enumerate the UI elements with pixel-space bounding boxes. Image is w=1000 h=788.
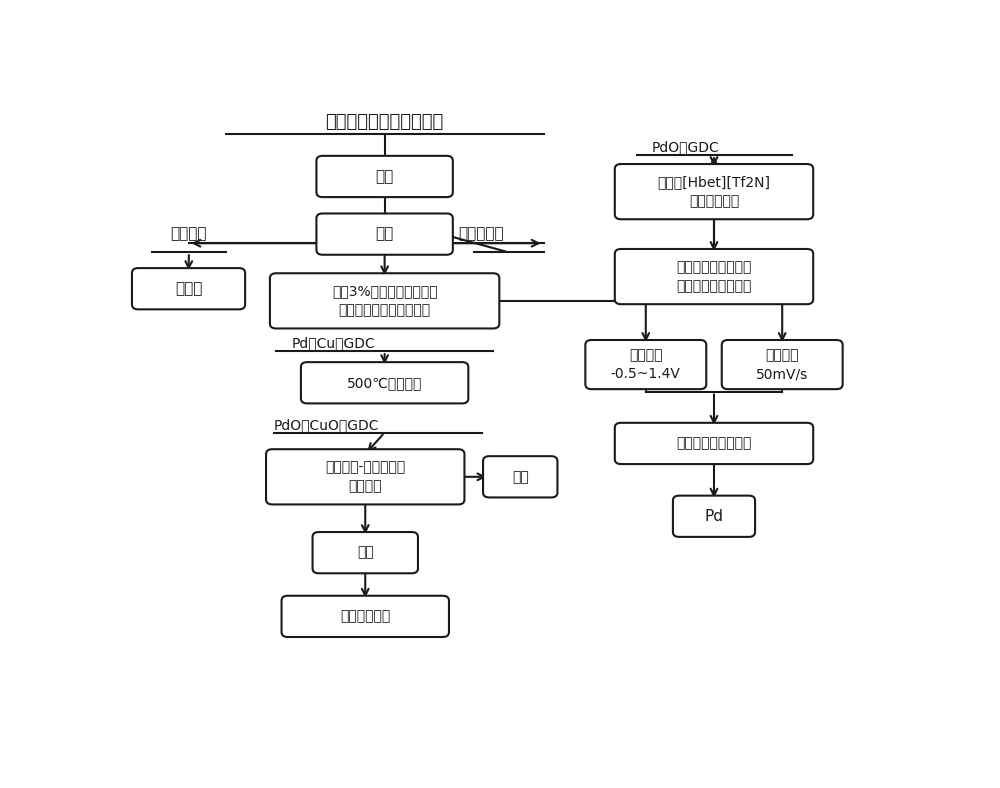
FancyBboxPatch shape xyxy=(483,456,557,497)
Text: Pd、Cu、GDC: Pd、Cu、GDC xyxy=(292,336,375,351)
FancyBboxPatch shape xyxy=(722,340,843,389)
Text: 过滤，[Hbet][Tf2N]
离子液体浸泡: 过滤，[Hbet][Tf2N] 离子液体浸泡 xyxy=(658,175,770,208)
Text: Pd: Pd xyxy=(704,509,724,524)
Text: PdO、GDC: PdO、GDC xyxy=(652,140,720,154)
FancyBboxPatch shape xyxy=(316,156,453,197)
FancyBboxPatch shape xyxy=(615,423,813,464)
Text: 金属外壳: 金属外壳 xyxy=(170,227,207,242)
FancyBboxPatch shape xyxy=(615,164,813,219)
Text: 500℃轻度灼烧: 500℃轻度灼烧 xyxy=(347,376,422,390)
FancyBboxPatch shape xyxy=(313,532,418,574)
Text: PdO、CuO、GDC: PdO、CuO、GDC xyxy=(274,418,379,433)
Text: 粉碎: 粉碎 xyxy=(376,227,394,242)
FancyBboxPatch shape xyxy=(132,268,245,310)
FancyBboxPatch shape xyxy=(615,249,813,304)
Text: 使用3%辛基酚聚氧乙烯醚
去除有机物、过滤、干燥: 使用3%辛基酚聚氧乙烯醚 去除有机物、过滤、干燥 xyxy=(332,284,437,318)
Text: 构建三电极体系，利
用浸取液进行电沉积: 构建三电极体系，利 用浸取液进行电沉积 xyxy=(676,260,752,293)
Text: 电沉积后处理: 电沉积后处理 xyxy=(340,609,390,623)
FancyBboxPatch shape xyxy=(270,273,499,329)
FancyBboxPatch shape xyxy=(301,362,468,403)
Text: 滤渣: 滤渣 xyxy=(512,470,529,484)
FancyBboxPatch shape xyxy=(282,596,449,637)
Text: 滤液: 滤液 xyxy=(357,545,374,559)
FancyBboxPatch shape xyxy=(585,340,706,389)
FancyBboxPatch shape xyxy=(673,496,755,537)
Text: 后处理: 后处理 xyxy=(175,281,202,296)
Text: 离心分离、洗涤干燥: 离心分离、洗涤干燥 xyxy=(676,437,752,451)
Text: 氯化胆碱-乙二醇中浸
泡、过滤: 氯化胆碱-乙二醇中浸 泡、过滤 xyxy=(325,460,405,493)
Text: 电位窗口
-0.5~1.4V: 电位窗口 -0.5~1.4V xyxy=(611,348,681,381)
Text: 扫描速率
50mV/s: 扫描速率 50mV/s xyxy=(756,348,808,381)
Text: 拆解: 拆解 xyxy=(376,169,394,184)
Text: 退役固体氧化物燃料电池: 退役固体氧化物燃料电池 xyxy=(326,113,444,131)
FancyBboxPatch shape xyxy=(316,214,453,255)
FancyBboxPatch shape xyxy=(266,449,464,504)
Text: 单电池结构: 单电池结构 xyxy=(458,227,504,242)
